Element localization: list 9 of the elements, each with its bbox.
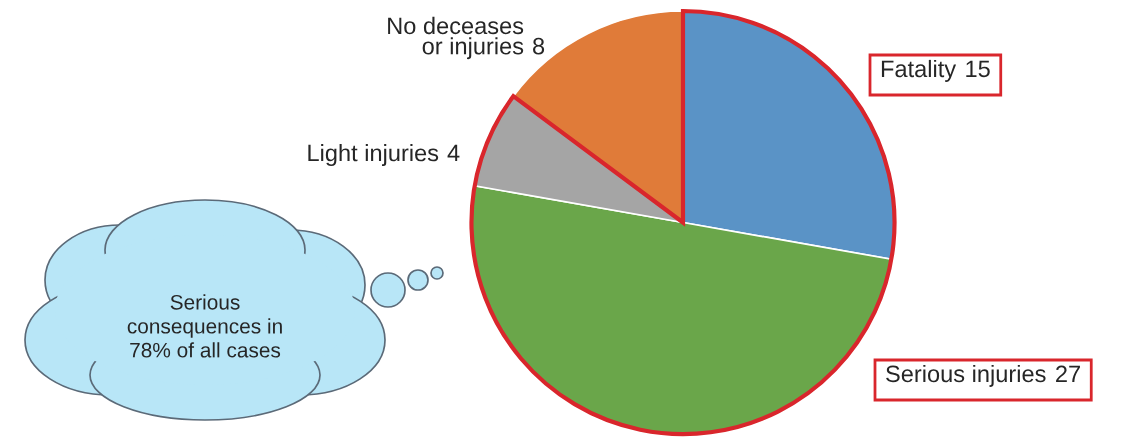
slice-label: Serious injuries xyxy=(886,364,1046,387)
data-label: 15 xyxy=(966,60,990,78)
data-label: 4 xyxy=(447,144,460,162)
data-label: 8 xyxy=(533,37,545,55)
slice-label: Light injuries xyxy=(308,144,439,167)
data-label: 27 xyxy=(1056,365,1080,382)
slice-label: No deceases or injuries xyxy=(388,16,524,60)
slice-label: Fatality xyxy=(881,59,957,82)
text: Serious consequences in 78% of all cases xyxy=(127,294,282,358)
